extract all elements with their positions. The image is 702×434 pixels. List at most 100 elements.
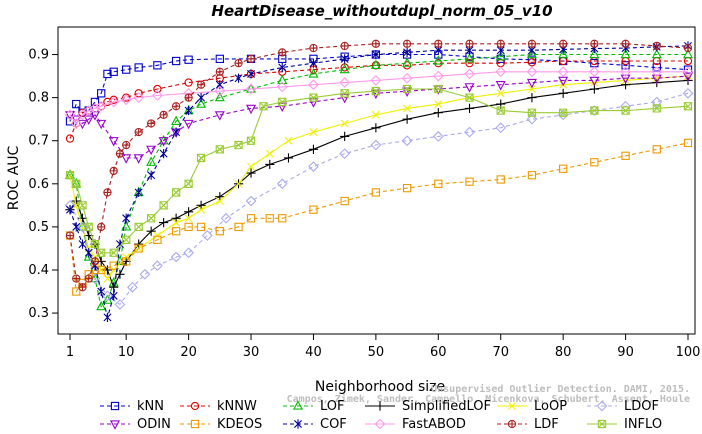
x-tick-label: 1 bbox=[66, 345, 74, 360]
data-point bbox=[621, 151, 630, 160]
data-point bbox=[83, 115, 94, 125]
data-point bbox=[159, 149, 168, 159]
data-point bbox=[465, 93, 474, 102]
data-point bbox=[495, 122, 507, 134]
data-point bbox=[464, 53, 475, 63]
data-point bbox=[652, 74, 661, 83]
data-point bbox=[190, 419, 200, 429]
data-point bbox=[526, 66, 538, 78]
series-inflo bbox=[65, 84, 693, 257]
data-point bbox=[265, 159, 275, 170]
legend-label: LDF bbox=[534, 417, 559, 432]
data-point bbox=[184, 179, 193, 188]
data-point bbox=[246, 54, 256, 63]
series-loop bbox=[66, 72, 692, 283]
data-point bbox=[284, 136, 293, 145]
legend-label: INFLO bbox=[624, 417, 662, 432]
data-point bbox=[309, 58, 318, 68]
data-point bbox=[89, 272, 100, 283]
data-point bbox=[108, 137, 119, 147]
data-point bbox=[340, 119, 349, 128]
series-line bbox=[69, 71, 688, 125]
data-point bbox=[265, 214, 274, 223]
data-point bbox=[434, 179, 443, 188]
data-point bbox=[464, 103, 475, 114]
data-point bbox=[215, 54, 224, 64]
data-point bbox=[171, 213, 181, 223]
data-point bbox=[683, 102, 693, 111]
data-point bbox=[134, 63, 143, 72]
data-point bbox=[171, 102, 181, 111]
legend-item-loop: LoOP bbox=[497, 399, 567, 414]
data-point bbox=[590, 106, 599, 115]
data-point bbox=[308, 79, 319, 91]
y-tick-label: 0.3 bbox=[28, 306, 49, 321]
data-point bbox=[90, 97, 100, 107]
data-point bbox=[402, 84, 412, 94]
legend-label: kNNW bbox=[217, 399, 257, 414]
x-axis-label: Neighborhood size bbox=[315, 379, 445, 395]
data-point bbox=[652, 145, 661, 154]
legend-item-lof: LOF bbox=[283, 399, 345, 414]
data-point bbox=[84, 222, 93, 232]
data-point bbox=[72, 179, 81, 188]
data-point bbox=[433, 108, 443, 118]
data-point bbox=[308, 144, 319, 154]
data-point bbox=[122, 93, 131, 102]
data-point bbox=[152, 260, 163, 272]
data-point bbox=[465, 59, 474, 68]
data-point bbox=[340, 131, 350, 142]
data-point bbox=[340, 41, 349, 51]
data-point bbox=[308, 98, 319, 108]
data-point bbox=[277, 74, 288, 85]
data-point bbox=[620, 80, 631, 90]
data-point bbox=[245, 195, 257, 207]
y-tick-label: 0.7 bbox=[28, 134, 49, 149]
data-point bbox=[590, 158, 599, 167]
series-line bbox=[69, 92, 689, 306]
data-point bbox=[184, 207, 194, 217]
data-point bbox=[114, 299, 126, 310]
data-point bbox=[402, 57, 413, 67]
legend-label: FastABOD bbox=[402, 417, 466, 432]
data-point bbox=[158, 137, 169, 147]
legend-item-knnw: kNNW bbox=[180, 399, 257, 414]
series-simplifiedlof bbox=[65, 75, 693, 292]
data-point bbox=[620, 66, 631, 78]
data-point bbox=[115, 269, 125, 279]
y-tick-label: 0.5 bbox=[28, 220, 49, 235]
data-point bbox=[215, 227, 224, 236]
data-point bbox=[246, 214, 256, 223]
legend-item-cof: COF bbox=[283, 417, 347, 432]
data-point bbox=[682, 87, 694, 99]
data-point bbox=[682, 72, 694, 82]
x-tick-label: 100 bbox=[676, 345, 701, 360]
data-point bbox=[109, 95, 118, 104]
data-point bbox=[96, 300, 107, 311]
data-point bbox=[278, 48, 287, 57]
data-point bbox=[64, 109, 76, 121]
data-point bbox=[434, 100, 443, 109]
data-point bbox=[122, 257, 131, 266]
legend-label: kNN bbox=[137, 399, 164, 414]
data-point bbox=[620, 48, 631, 59]
data-point bbox=[65, 231, 75, 240]
data-point bbox=[147, 119, 156, 128]
data-point bbox=[558, 88, 568, 98]
data-point bbox=[184, 93, 193, 102]
data-point bbox=[215, 80, 224, 90]
data-point bbox=[259, 102, 268, 111]
data-point bbox=[621, 39, 630, 48]
data-point bbox=[309, 93, 318, 102]
series-lof bbox=[64, 48, 694, 311]
legend-item-inflo: INFLO bbox=[587, 417, 662, 432]
data-point bbox=[682, 48, 694, 59]
series-ldf bbox=[65, 39, 693, 292]
data-point bbox=[122, 235, 131, 244]
data-point bbox=[432, 131, 444, 142]
data-point bbox=[84, 274, 93, 283]
data-point bbox=[95, 100, 107, 112]
data-point bbox=[621, 61, 630, 70]
data-point bbox=[558, 76, 569, 87]
data-point bbox=[559, 164, 568, 173]
